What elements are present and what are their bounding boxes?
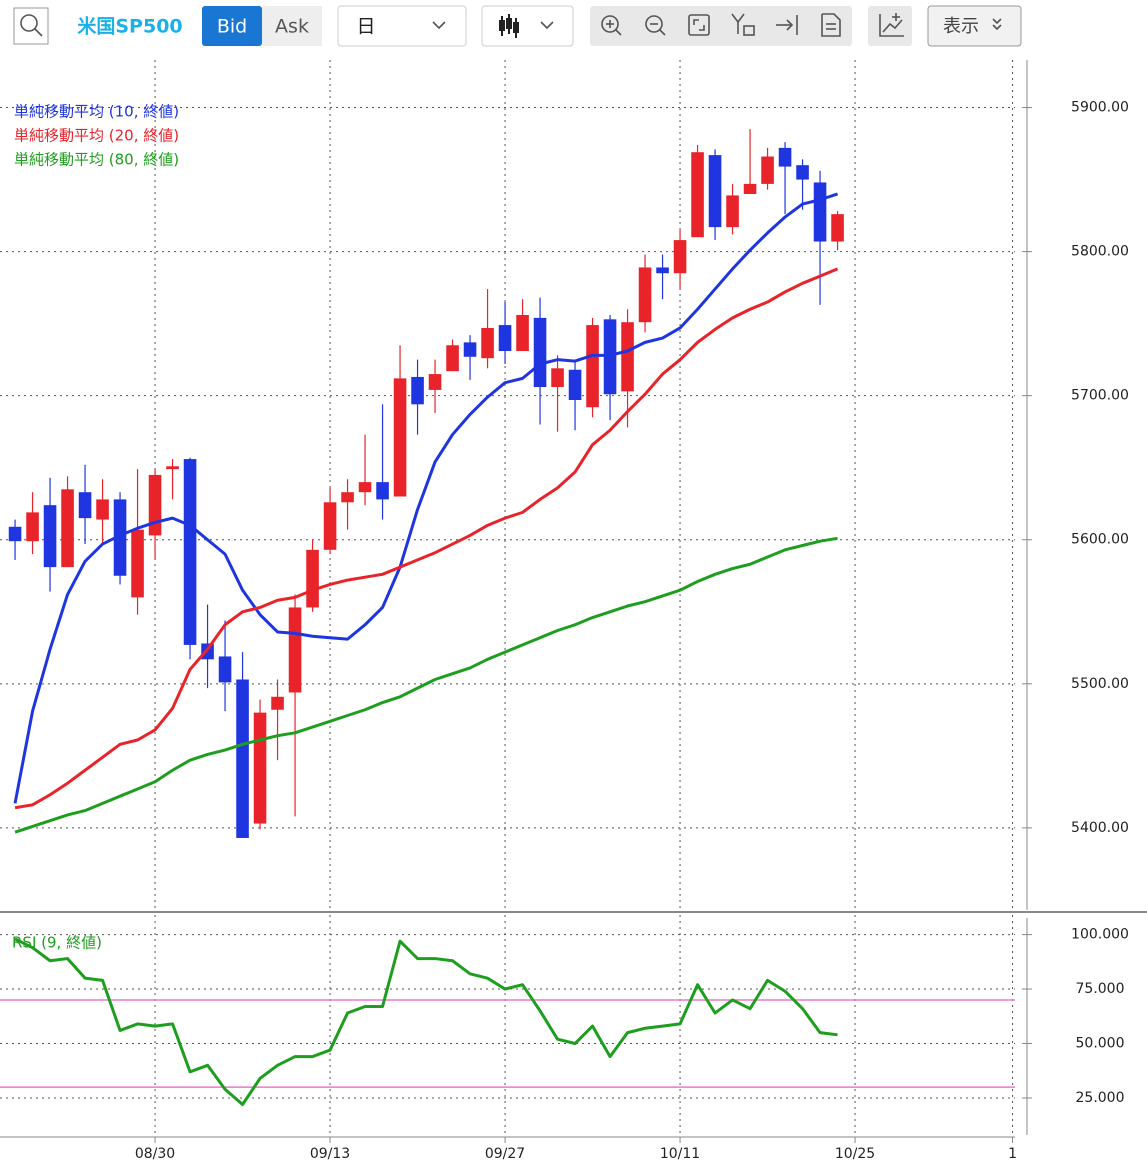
y-tick-label: 100.000: [1071, 927, 1129, 943]
candle-body: [43, 505, 57, 568]
tool-group: [590, 6, 852, 46]
indicator-icon: [879, 13, 904, 37]
search-icon: [20, 14, 38, 32]
period-label: 日: [356, 16, 375, 38]
x-tick-label: 09/13: [310, 1146, 350, 1162]
candle-body: [113, 499, 127, 576]
candle-body: [236, 679, 249, 838]
candle-body: [516, 315, 529, 352]
bid-label: Bid: [217, 16, 247, 38]
candle-body: [218, 656, 232, 683]
y-tick-label: 25.000: [1076, 1090, 1125, 1106]
candle-icon: [499, 14, 519, 38]
indicator-line: [13, 192, 839, 804]
candle-body: [743, 183, 757, 194]
x-tick-label: 1: [1008, 1146, 1017, 1162]
candle-body: [183, 459, 197, 645]
candle-body: [656, 267, 669, 274]
candle-body: [691, 152, 704, 238]
legend-entry: 単純移動平均 (10, 終値): [14, 103, 179, 121]
candle-body: [96, 499, 109, 520]
candle-body: [166, 466, 179, 470]
ask-label: Ask: [275, 16, 309, 38]
y-tick-label: 5700.00: [1071, 388, 1129, 404]
candle-body: [673, 240, 687, 274]
dropdown-arrow: [992, 24, 1002, 31]
candle-body: [26, 512, 39, 542]
fit-icon[interactable]: [688, 14, 710, 36]
period-select[interactable]: [337, 5, 467, 47]
candle-body: [463, 342, 477, 357]
candle-body: [813, 182, 827, 242]
y-tick-label: 5900.00: [1071, 100, 1129, 116]
x-tick-label: 10/11: [660, 1146, 700, 1162]
legend-entry: 単純移動平均 (20, 終値): [14, 127, 179, 145]
candle-body: [271, 696, 284, 710]
candle-body: [411, 376, 424, 405]
x-tick-label: 08/30: [135, 1146, 175, 1162]
x-tick-label: 09/27: [485, 1146, 525, 1162]
candle-body: [61, 489, 74, 568]
candle-body: [288, 607, 302, 693]
legend-entry: RSI (9, 終値): [12, 934, 102, 952]
display-label: 表示: [943, 16, 979, 37]
candle-body: [621, 322, 634, 392]
y-tick-label: 75.000: [1076, 981, 1125, 997]
candle-body: [638, 267, 652, 323]
candle-body: [148, 474, 162, 536]
chart-type-select[interactable]: [481, 5, 574, 47]
indicator-line: [14, 937, 838, 1107]
candle-body: [551, 368, 564, 388]
dropdown-arrow: [992, 18, 1002, 25]
candle-body: [78, 492, 92, 519]
candle-body: [726, 195, 739, 228]
dropdown-arrow: [432, 21, 446, 30]
candle-body: [778, 147, 792, 167]
candle-body: [376, 482, 389, 500]
candle-body: [796, 165, 809, 180]
indicator-button[interactable]: [868, 6, 912, 46]
y-tick-label: 50.000: [1076, 1036, 1125, 1052]
candle-body: [761, 156, 774, 184]
candle-body: [253, 712, 267, 824]
display-button[interactable]: [927, 5, 1022, 47]
y-tick-label: 5500.00: [1071, 676, 1129, 692]
ask-button[interactable]: [262, 6, 322, 46]
candle-body: [831, 214, 844, 242]
candle-body: [341, 492, 354, 503]
candle-body: [131, 529, 144, 598]
candle-body: [568, 369, 582, 400]
legend-entry: 単純移動平均 (80, 終値): [14, 151, 179, 169]
dropdown-arrow: [540, 21, 554, 30]
symbol[interactable]: 米国SP500: [77, 15, 182, 38]
y-tick-label: 5400.00: [1071, 820, 1129, 836]
candle-body: [708, 155, 722, 228]
y-lock-icon[interactable]: [731, 13, 755, 36]
indicator-line: [14, 536, 838, 834]
candle-body: [8, 526, 22, 542]
y-tick-label: 5600.00: [1071, 532, 1129, 548]
bid-button[interactable]: [202, 6, 262, 46]
search-button[interactable]: [13, 7, 49, 45]
candle-body: [481, 327, 494, 359]
scroll-end-icon[interactable]: [776, 15, 798, 35]
candle-body: [533, 317, 547, 388]
x-tick-label: 10/25: [835, 1146, 875, 1162]
candle-body: [323, 502, 337, 550]
candle-body: [358, 482, 372, 493]
y-tick-label: 5800.00: [1071, 244, 1129, 260]
candle-body: [586, 325, 599, 408]
candle-body: [428, 374, 442, 390]
candle-body: [498, 325, 512, 352]
document-icon[interactable]: [821, 13, 841, 37]
candle-body: [393, 378, 407, 497]
zoom-out-icon[interactable]: [645, 15, 666, 36]
indicator-line: [14, 267, 839, 810]
candle-body: [306, 549, 319, 608]
search-icon: [34, 28, 43, 37]
zoom-in-icon[interactable]: [601, 15, 622, 36]
candle-body: [446, 345, 459, 372]
